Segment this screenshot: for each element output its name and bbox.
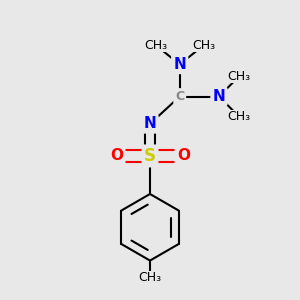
Text: N: N [213,89,225,104]
Text: S: S [144,147,156,165]
Text: CH₃: CH₃ [138,271,162,284]
Text: CH₃: CH₃ [228,110,251,123]
Text: C: C [175,90,184,103]
Text: O: O [110,148,123,164]
Text: CH₃: CH₃ [144,39,167,52]
Text: N: N [173,57,186,72]
Text: CH₃: CH₃ [192,39,215,52]
Text: CH₃: CH₃ [228,70,251,83]
Text: O: O [177,148,190,164]
Text: N: N [144,116,156,131]
